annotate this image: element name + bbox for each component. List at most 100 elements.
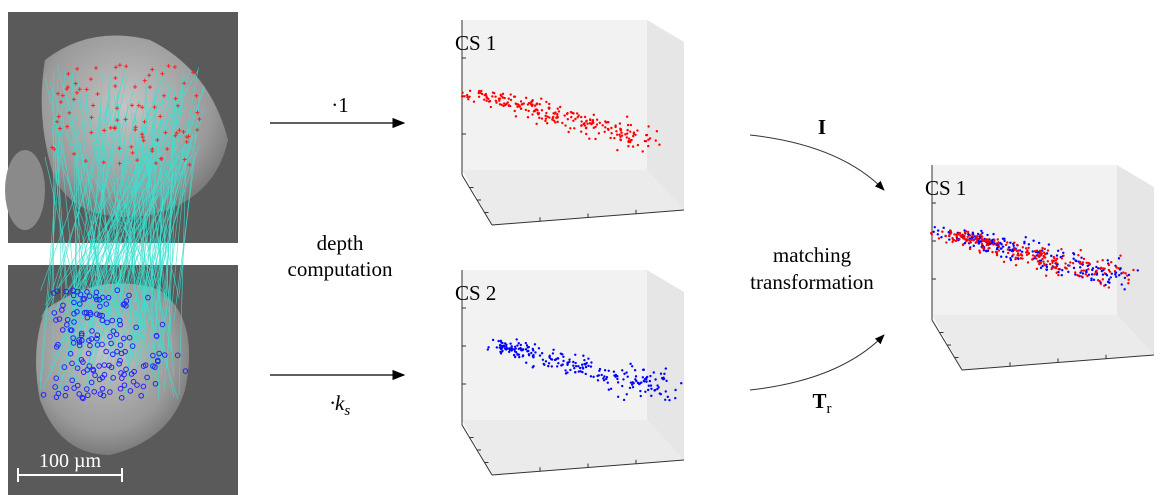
back-wall	[462, 270, 647, 420]
cloud-point	[527, 345, 530, 349]
cloud-point	[1069, 261, 1072, 264]
cloud-point	[1044, 274, 1048, 277]
cloud-point	[625, 371, 628, 374]
cloud-point	[594, 137, 597, 141]
cloud-point	[964, 230, 968, 233]
cloud-point	[1043, 256, 1047, 259]
cloud-point	[632, 134, 635, 138]
cloud-point	[535, 122, 538, 126]
feature-blue	[74, 288, 81, 295]
cloud-point	[972, 238, 975, 242]
cloud-point	[1114, 275, 1118, 278]
cloud-point	[1107, 268, 1111, 272]
feature-blue	[159, 321, 166, 328]
feature-red	[129, 144, 134, 149]
cloud-point	[510, 345, 513, 348]
feature-red	[117, 146, 122, 151]
cloud-point	[1053, 257, 1056, 260]
feature-blue	[140, 363, 147, 369]
cloud-point	[1076, 273, 1079, 277]
feature-blue	[107, 333, 113, 340]
feature-red	[89, 115, 94, 120]
cloud-point	[548, 354, 551, 358]
match-line	[128, 144, 192, 369]
feature-blue	[67, 327, 74, 333]
floor	[462, 420, 684, 475]
feature-red	[95, 91, 100, 96]
cloud-point	[592, 375, 595, 379]
cloud-point	[975, 240, 978, 244]
match-line	[98, 128, 163, 361]
cloud-point	[659, 372, 663, 375]
cloud-point	[647, 144, 650, 148]
cloud-point	[607, 369, 610, 373]
cloud-point	[1123, 288, 1126, 291]
cloud-point	[980, 242, 984, 246]
cloud-point	[668, 398, 671, 402]
feature-red	[195, 110, 200, 115]
cloud-point	[642, 368, 646, 371]
feature-red	[186, 134, 191, 139]
cloud-point	[997, 249, 1001, 252]
feature-blue	[96, 363, 102, 369]
feature-blue	[126, 334, 133, 341]
feature-red	[158, 156, 163, 161]
transform-label: Tr	[812, 389, 831, 417]
cloud-point	[1003, 239, 1006, 243]
feature-red	[93, 65, 98, 70]
cloud-point	[1054, 266, 1058, 270]
feature-red	[173, 133, 178, 138]
feature-blue	[52, 384, 58, 390]
cloud-point	[505, 102, 508, 106]
cloud-point	[966, 235, 969, 238]
match-line	[48, 81, 174, 371]
cloud-point	[1025, 253, 1029, 257]
feature-red	[158, 114, 163, 119]
depth-label: depth	[317, 231, 364, 255]
feature-blue	[103, 301, 110, 307]
feature-blue	[64, 321, 70, 328]
cloud-point	[631, 381, 634, 384]
cloud-point	[477, 91, 480, 95]
cloud-point	[996, 246, 999, 250]
cloud-point	[636, 143, 640, 147]
cloud-point	[461, 91, 464, 94]
feature-blue	[116, 361, 122, 367]
cloud-point	[627, 144, 630, 148]
cloud-point	[636, 129, 639, 132]
match-line	[139, 161, 169, 357]
cloud-point	[625, 393, 628, 396]
cloud-point	[1012, 253, 1015, 256]
arrow-label: ·1	[331, 93, 349, 117]
match-line	[56, 65, 127, 316]
cloud-point	[1035, 249, 1039, 252]
cloud-point	[569, 368, 572, 372]
cloud-point	[1009, 258, 1013, 262]
cloud-point	[543, 363, 546, 366]
cloud-point	[631, 145, 635, 148]
feature-blue	[84, 289, 90, 295]
cloud-point	[1108, 270, 1112, 273]
cloud-point	[536, 109, 539, 112]
cloud-point	[666, 395, 670, 399]
cloud-point	[551, 352, 555, 355]
feature-blue	[74, 365, 81, 371]
cloud-point	[1026, 261, 1030, 264]
cloud-point	[619, 128, 623, 131]
cloud-point	[1101, 267, 1105, 270]
cloud-point	[976, 237, 980, 241]
cloud-point	[1127, 282, 1130, 285]
cloud-point	[982, 239, 985, 242]
side-wall	[647, 270, 684, 460]
feature-blue	[83, 386, 90, 392]
cloud-point	[499, 339, 503, 343]
cloud-point	[615, 130, 618, 133]
floor	[462, 170, 684, 225]
cloud-point	[930, 231, 933, 235]
cloud-point	[1000, 243, 1003, 246]
cloud-point	[1004, 243, 1008, 247]
cloud-point	[664, 398, 667, 401]
cloud-point	[1068, 264, 1071, 267]
cloud-point	[573, 366, 576, 370]
feature-blue	[182, 368, 189, 374]
